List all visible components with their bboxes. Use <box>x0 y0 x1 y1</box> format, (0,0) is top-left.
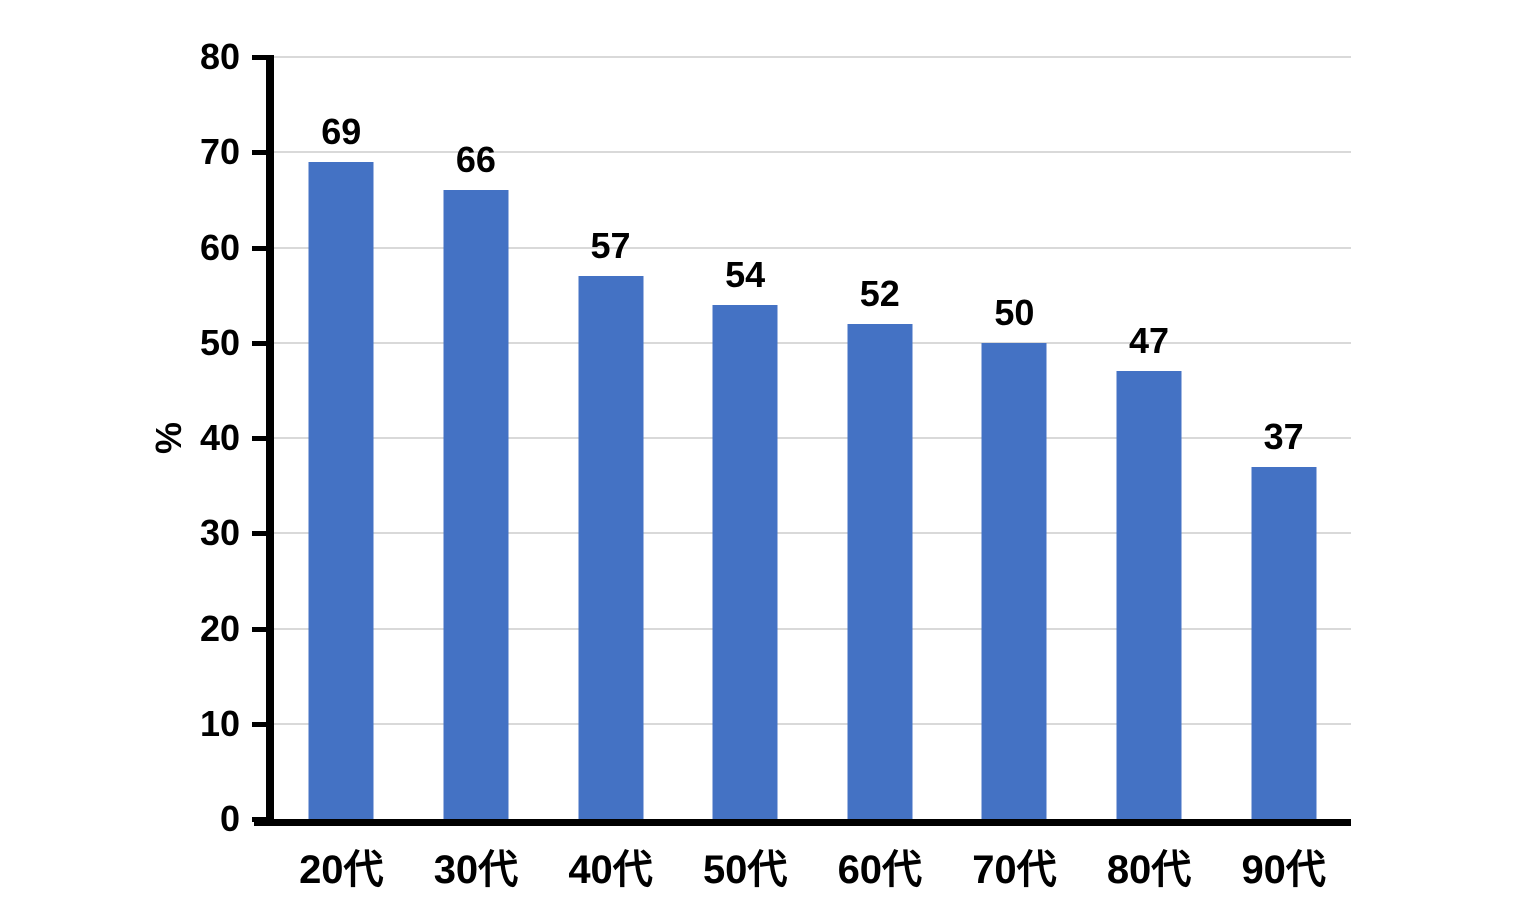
bar <box>847 323 913 819</box>
gridlines-layer <box>274 56 1351 819</box>
y-axis-tick-label: 40 <box>199 417 240 458</box>
bar-slot: 54 <box>678 57 813 819</box>
bar-value-label: 52 <box>859 272 900 314</box>
y-axis-tick-label: 20 <box>199 607 240 649</box>
bar-value-label: 47 <box>1129 320 1170 362</box>
bar <box>308 161 374 819</box>
bar-slot: 66 <box>409 57 544 819</box>
bars-layer: 69 66 57 54 52 50 47 37 <box>274 57 1351 819</box>
y-axis-tick <box>252 150 267 156</box>
bar-slot: 50 <box>947 57 1082 819</box>
x-axis-category-label: 60代 <box>837 848 923 892</box>
y-axis-tick-label: 30 <box>199 512 240 554</box>
gridline <box>274 722 1351 725</box>
y-axis-tick <box>252 436 267 441</box>
bar-value-label: 69 <box>321 110 362 152</box>
bar <box>712 304 778 819</box>
bar-value-label: 57 <box>590 225 631 267</box>
bar-value-label: 37 <box>1263 415 1304 457</box>
gridline <box>274 437 1351 439</box>
y-axis-tick <box>252 245 267 251</box>
x-axis-category-label: 50代 <box>702 848 788 892</box>
x-axis-category-label: 20代 <box>299 848 384 892</box>
x-axis-category-label: 30代 <box>433 848 519 892</box>
y-axis-tick-label: 10 <box>199 702 240 744</box>
bar <box>1251 466 1317 819</box>
y-axis-tick <box>252 721 267 727</box>
x-axis-category-label: 90代 <box>1241 848 1326 892</box>
y-axis-tick <box>252 55 267 60</box>
bar-slot: 37 <box>1216 57 1351 819</box>
y-axis-tick <box>252 531 267 537</box>
gridline <box>274 341 1351 344</box>
y-axis-tick-label: 50 <box>199 321 240 363</box>
plot-area: 69 66 57 54 52 50 47 37 <box>274 56 1351 819</box>
y-axis-tick-label: 80 <box>199 36 240 77</box>
bar-slot: 69 <box>274 57 409 819</box>
bar-slot: 52 <box>813 57 948 819</box>
bar-slot: 57 <box>543 57 678 819</box>
y-axis-tick <box>252 340 267 346</box>
gridline <box>274 532 1351 535</box>
bar-value-label: 66 <box>455 139 496 181</box>
x-axis-labels: 20代 30代 40代 50代 60代 70代 80代 90代 <box>274 844 1351 900</box>
y-axis-tick-label: 60 <box>199 226 240 268</box>
gridline <box>274 246 1351 249</box>
x-axis-line <box>254 819 1351 826</box>
gridline <box>274 56 1351 58</box>
bar-slot: 47 <box>1082 57 1217 819</box>
x-axis-category-label: 70代 <box>972 848 1057 892</box>
gridline <box>274 151 1351 154</box>
bar-value-label: 54 <box>725 253 766 295</box>
x-axis-category-label: 80代 <box>1106 848 1192 892</box>
y-axis-tick <box>252 626 267 632</box>
bar <box>443 190 509 819</box>
y-axis-tick-label: 0 <box>219 798 240 839</box>
y-axis-line <box>266 55 274 819</box>
gridline <box>274 627 1351 630</box>
y-axis-tick-label: 70 <box>199 131 240 173</box>
x-axis-category-label: 40代 <box>568 848 653 892</box>
bar-value-label: 50 <box>994 291 1035 333</box>
bar <box>578 276 644 819</box>
bar <box>1116 371 1182 819</box>
y-axis-tick <box>252 817 267 822</box>
bar <box>981 342 1047 819</box>
